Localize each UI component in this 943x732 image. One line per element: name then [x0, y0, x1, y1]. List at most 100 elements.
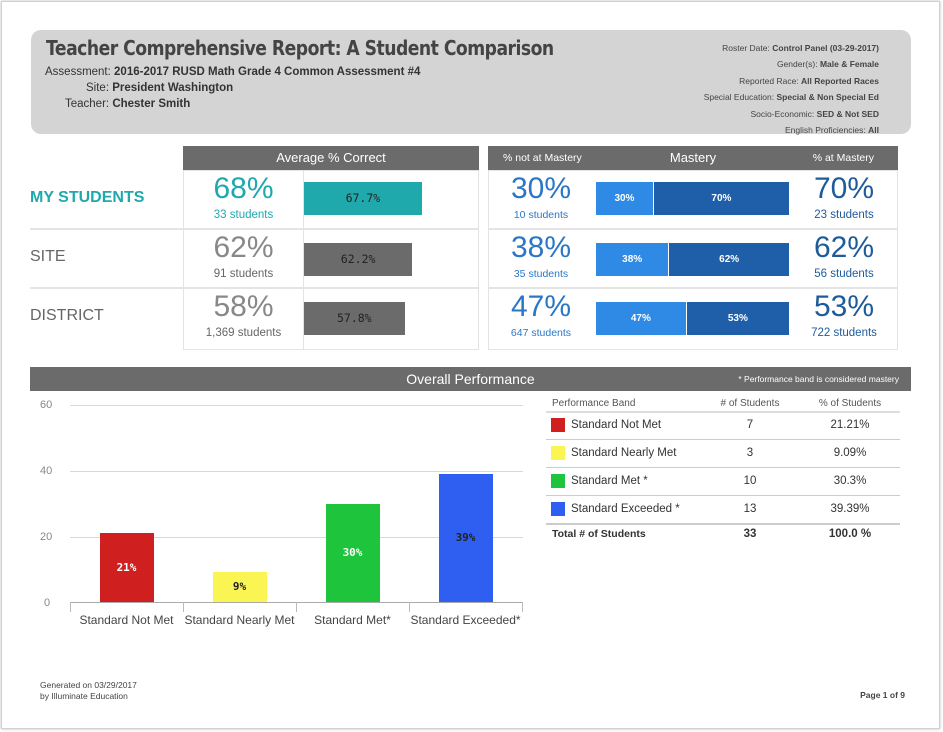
not-mastery-pct-my-students: 30% — [510, 172, 572, 205]
table-total-count: 33 — [743, 528, 757, 540]
mastery-bar-at-site: 62% — [669, 243, 789, 276]
at-mastery-pct-district: 53% — [813, 290, 875, 323]
at-mastery-count-site: 56 students — [814, 268, 874, 280]
filter-special-ed: Special Education: Special & Non Special… — [703, 92, 879, 103]
avg-bar-site: 62.2% — [304, 243, 413, 276]
row-label-my-students: MY STUDENTS — [30, 189, 145, 206]
table-divider — [546, 467, 900, 468]
table-total-pct: 100.0 % — [828, 528, 872, 540]
avg-correct-header: Average % Correct — [183, 146, 479, 170]
table-header-band: Performance Band — [552, 398, 636, 409]
table-row-pct: 30.3% — [833, 475, 867, 487]
y-tick-label: 40 — [40, 465, 53, 477]
table-row-band: Standard Met * — [571, 475, 648, 487]
not-mastery-pct-site: 38% — [510, 231, 572, 264]
generated-date: Generated on 03/29/2017 — [40, 680, 137, 690]
mastery-column — [488, 170, 898, 350]
generated-by: by Illuminate Education — [40, 691, 128, 701]
gridline — [70, 537, 523, 538]
table-row-band: Standard Not Met — [571, 419, 662, 431]
table-row-band: Standard Exceeded * — [571, 503, 680, 515]
report-title: Teacher Comprehensive Report: A Student … — [46, 36, 554, 60]
filter-english: English Proficiencies: All — [784, 125, 879, 136]
mastery-bar-at-my-students: 70% — [653, 182, 789, 215]
not-mastery-pct-district: 47% — [510, 290, 572, 323]
avg-bar-my-students: 67.7% — [304, 182, 422, 215]
x-tick — [409, 602, 410, 612]
y-tick-label: 20 — [40, 531, 53, 543]
bar-standard-exceeded — [438, 473, 493, 602]
bar-data-label: 39% — [455, 530, 476, 544]
filter-socio-economic: Socio-Economic: SED & Not SED — [750, 108, 880, 119]
mastery-bar-at-district: 53% — [686, 302, 789, 335]
table-header-pct: % of Students — [818, 398, 882, 409]
bar-data-label: 21% — [116, 560, 137, 574]
x-category-label: Standard Met* — [314, 613, 391, 627]
row-label-site: SITE — [30, 248, 66, 265]
swatch-standard-not-met — [551, 418, 565, 432]
teacher-value: Chester Smith — [112, 98, 191, 110]
x-category-label: Standard Nearly Met — [184, 613, 295, 627]
table-total-label: Total # of Students — [552, 528, 646, 540]
avg-count-district: 1,369 students — [205, 327, 282, 339]
assessment-line: Assessment: 2016-2017 RUSD Math Grade 4 … — [45, 66, 420, 78]
teacher-line: Teacher: Chester Smith — [65, 98, 190, 110]
assessment-value: 2016-2017 RUSD Math Grade 4 Common Asses… — [114, 66, 421, 78]
bar-standard-not-met — [99, 533, 154, 602]
table-header-count: # of Students — [720, 398, 780, 409]
table-row-count: 7 — [746, 419, 754, 431]
at-mastery-pct-site: 62% — [813, 231, 875, 264]
table-divider — [546, 411, 900, 413]
mastery-header-bar: % not at Mastery Mastery % at Mastery — [488, 146, 898, 170]
teacher-label: Teacher: — [65, 98, 110, 110]
table-row-band: Standard Nearly Met — [571, 447, 677, 459]
swatch-standard-nearly-met — [551, 446, 565, 460]
not-mastery-count-my-students: 10 students — [513, 209, 569, 221]
table-row-pct: 39.39% — [830, 503, 870, 515]
at-mastery-header: % at Mastery — [812, 152, 874, 164]
bar-data-label: 30% — [342, 545, 363, 559]
row-label-district: DISTRICT — [30, 307, 104, 324]
not-mastery-count-district: 647 students — [510, 327, 572, 339]
at-mastery-count-my-students: 23 students — [814, 209, 874, 221]
row-divider — [30, 287, 479, 289]
filter-race: Reported Race: All Reported Races — [739, 75, 879, 86]
mastery-bar-not-site: 38% — [596, 243, 669, 276]
x-tick — [296, 602, 297, 612]
avg-pct-my-students: 68% — [213, 172, 274, 205]
swatch-standard-exceeded — [551, 502, 565, 516]
x-tick — [522, 602, 523, 612]
avg-count-site: 91 students — [213, 268, 274, 280]
overall-performance-title: Overall Performance — [406, 371, 535, 387]
table-row-count: 10 — [743, 475, 757, 487]
filter-list: Roster Date: Control Panel (03-29-2017) … — [704, 40, 879, 138]
site-value: President Washington — [112, 82, 234, 94]
row-divider — [488, 228, 898, 230]
avg-pct-district: 58% — [213, 290, 274, 323]
table-divider — [546, 439, 900, 440]
gridline — [70, 471, 523, 472]
table-row-pct: 9.09% — [833, 447, 867, 459]
at-mastery-count-district: 722 students — [811, 327, 877, 339]
at-mastery-pct-my-students: 70% — [813, 172, 875, 205]
overall-performance-header: Overall Performance * Performance band i… — [30, 367, 911, 391]
row-divider — [488, 287, 898, 289]
avg-pct-site: 62% — [213, 231, 274, 264]
table-row-count: 3 — [746, 447, 754, 459]
y-tick-label: 0 — [44, 597, 51, 609]
mastery-note: * Performance band is considered mastery — [738, 374, 899, 384]
filter-gender: Gender(s): Male & Female — [776, 59, 879, 70]
x-category-label: Standard Exceeded* — [410, 613, 521, 627]
table-row-count: 13 — [743, 503, 757, 515]
mastery-header: Mastery — [669, 150, 717, 165]
gridline — [70, 405, 523, 406]
bar-standard-met — [325, 503, 380, 602]
report-header: Teacher Comprehensive Report: A Student … — [31, 30, 911, 135]
avg-bar-district: 57.8% — [304, 302, 405, 335]
bar-standard-nearly-met — [212, 572, 267, 602]
x-tick — [183, 602, 184, 612]
row-divider — [30, 228, 479, 230]
table-divider — [546, 495, 900, 496]
footer-generated: Generated on 03/29/2017 by Illuminate Ed… — [40, 680, 137, 702]
mastery-bar-not-my-students: 30% — [596, 182, 653, 215]
